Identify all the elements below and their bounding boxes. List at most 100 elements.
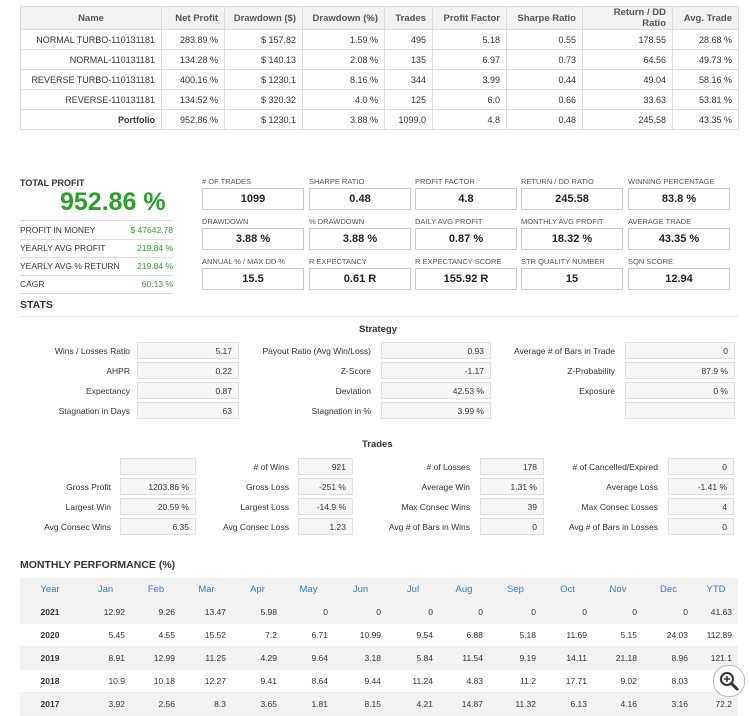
summary-cell: 1.59 % [302,29,385,50]
summary-col-header[interactable]: Profit Factor [432,6,507,30]
magnify-icon[interactable] [713,665,745,697]
monthly-year: 2021 [20,601,80,624]
summary-col-header[interactable]: Drawdown (%) [302,6,385,30]
monthly-cell: 15.52 [181,623,232,647]
trades-stat-value: 1203.86 % [120,478,196,495]
monthly-cell: 0 [542,601,593,624]
metric-card-value: 0.48 [309,188,411,210]
strategy-stat-value: 5.17 [137,342,239,359]
monthly-cell: 24.03 [643,623,694,647]
metric-card-title: AVERAGE TRADE [628,217,692,226]
strategy-stat-label: Stagnation in Days [58,406,130,416]
monthly-col-header[interactable]: May [283,578,334,601]
monthly-col-header[interactable]: Dec [643,578,694,601]
metric-card: # OF TRADES 1099 [202,177,304,210]
trades-stat-label: Largest Loss [240,502,289,512]
monthly-cell: 17.71 [542,669,593,693]
monthly-cell: 6.88 [439,623,489,647]
trades-stat-label: # of Cancelled/Expired [572,462,658,472]
summary-col-header[interactable]: Avg. Trade [672,6,739,30]
monthly-cell: 7.2 [232,623,283,647]
strategy-stat-label: Z-Probability [567,366,615,376]
metric-card-value: 3.88 % [202,228,304,250]
summary-cell: 134.28 % [161,49,225,70]
summary-col-header[interactable]: Return / DD Ratio [582,6,673,30]
monthly-cell: 12.99 [131,646,181,670]
monthly-year: 2017 [20,692,80,716]
summary-col-header[interactable]: Net Profit [161,6,225,30]
strategy-stat-value: 87.9 % [625,362,735,379]
monthly-header-row: Year Jan Feb Mar Apr May Jun Jul Aug Sep Oct Nov Dec… [20,578,738,601]
summary-col-header[interactable]: Name [20,6,162,30]
summary-cell: 0.48 [506,109,583,130]
summary-cell: 3.99 [432,69,507,90]
monthly-col-header[interactable]: Sep [489,578,542,601]
summary-cell: 0.66 [506,89,583,110]
summary-cell: Portfolio [20,109,162,130]
metric-card-value: 0.61 R [309,268,411,290]
summary-cell: 6.97 [432,49,507,70]
summary-col-header[interactable]: Drawdown ($) [224,6,303,30]
metric-card-title: DAILY AVG PROFIT [415,217,483,226]
monthly-col-header[interactable]: Mar [181,578,232,601]
metric-card-title: R EXPECTANCY [309,257,367,266]
strategy-stat-value: 0 % [625,382,735,399]
trades-stat-value: 1.31 % [480,478,544,495]
metric-card-value: 0.87 % [415,228,517,250]
metric-card: PROFIT FACTOR 4.8 [415,177,517,210]
stats-title: STATS [20,299,53,311]
metric-card-value: 43.35 % [628,228,730,250]
monthly-cell: 11.32 [489,692,542,716]
trades-stat-value [120,458,196,475]
summary-col-header[interactable]: Trades [384,6,433,30]
total-profit-row-label: YEARLY AVG PROFIT [20,243,106,253]
monthly-row: 2019 8.91 12.99 11.25 4.29 9.64 3.18 5.84 11.54 9… [20,646,738,670]
monthly-year: 2018 [20,669,80,693]
summary-cell: 28.68 % [672,29,739,50]
metric-card-value: 18.32 % [521,228,623,250]
metric-card-title: DRAWDOWN [202,217,249,226]
monthly-col-header[interactable]: Jul [387,578,439,601]
trades-stat-label: Gross Loss [246,482,289,492]
metric-card-value: 15 [521,268,623,290]
summary-cell: 49.04 [582,69,673,90]
monthly-cell: 5.84 [387,646,439,670]
monthly-col-header[interactable]: Apr [232,578,283,601]
monthly-col-header[interactable]: Oct [542,578,593,601]
trades-stat-value: 0 [480,518,544,535]
summary-cell: 125 [384,89,433,110]
monthly-cell: 10.9 [80,669,131,693]
monthly-cell: 0 [439,601,489,624]
metric-card-title: ANNUAL % / MAX DD % [202,257,286,266]
strategy-stat-label: Wins / Losses Ratio [54,346,130,356]
monthly-col-header[interactable]: YTD [694,578,738,601]
metric-card: % DRAWDOWN 3.88 % [309,217,411,250]
monthly-col-header[interactable]: Aug [439,578,489,601]
monthly-col-header[interactable]: Jun [334,578,387,601]
metric-card: R EXPECTANCY 0.61 R [309,257,411,290]
monthly-cell: 8.64 [283,669,334,693]
summary-cell: 58.16 % [672,69,739,90]
monthly-col-header[interactable]: Feb [131,578,181,601]
summary-row: Portfolio 952.86 % $ 1230.1 3.88 % 1099.0 4.8… [20,109,739,130]
summary-cell: 283.89 % [161,29,225,50]
trades-stat-value: 39 [480,498,544,515]
monthly-col-header[interactable]: Jan [80,578,131,601]
monthly-cell: 2.56 [131,692,181,716]
monthly-cell: 11.24 [387,669,439,693]
strategy-stat-label: Payout Ratio (Avg Win/Loss) [262,346,372,356]
monthly-cell: 9.54 [387,623,439,647]
monthly-col-header[interactable]: Nov [593,578,643,601]
summary-row: NORMAL TURBO-110131181 283.89 % $ 157.82 1.… [20,29,739,50]
monthly-cell: 8.91 [80,646,131,670]
monthly-cell: 11.25 [181,646,232,670]
monthly-col-header[interactable]: Year [20,578,80,601]
monthly-cell: 14.87 [439,692,489,716]
trades-stat-label: Avg Consec Loss [223,522,289,532]
summary-cell: $ 157.82 [224,29,303,50]
strategy-stat-value [625,402,735,419]
trades-stat-value: 0 [668,458,734,475]
monthly-cell: 12.27 [181,669,232,693]
summary-cell: 344 [384,69,433,90]
summary-col-header[interactable]: Sharpe Ratio [506,6,583,30]
